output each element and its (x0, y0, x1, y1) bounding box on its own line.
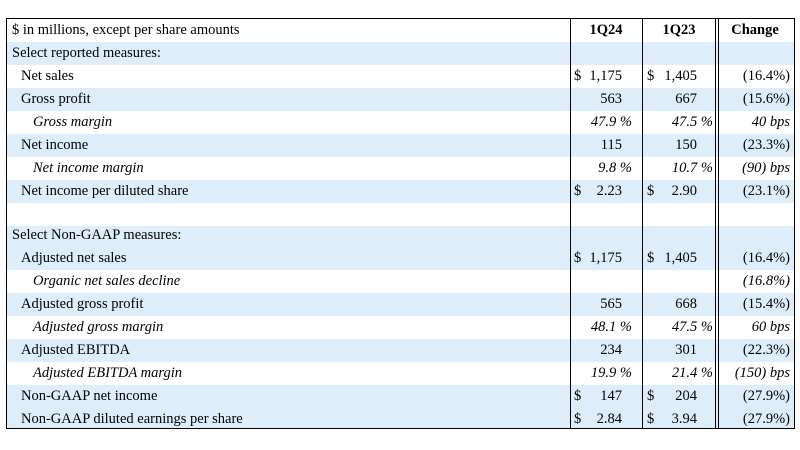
column-divider (718, 19, 719, 428)
table-row-gross-profit: Gross profit 563 667 (15.6%) (7, 88, 794, 111)
section-header-nongaap: Select Non-GAAP measures: (12, 227, 182, 243)
table-row-gross-margin: Gross margin 47.9 % 47.5 % 40 bps (33, 114, 790, 130)
table-row-net-income: Net income 115 150 (23.3%) (7, 134, 794, 157)
header-label: $ in millions, except per share amounts (12, 22, 240, 38)
table-row-adj-gross-profit: Adjusted gross profit 565 668 (15.4%) (7, 293, 794, 316)
table-row-adj-ebitda: Adjusted EBITDA 234 301 (22.3%) (7, 339, 794, 362)
table-row-organic: Organic net sales decline (16.8%) (33, 273, 790, 289)
spacer-row (7, 226, 794, 247)
header-col-change: Change (731, 22, 779, 38)
spacer-row (7, 203, 794, 226)
table-row-net-sales: Net sales $ 1,175 $ 1,405 (16.4%) (21, 68, 790, 84)
table-row-ng-net-income: Non-GAAP net income $ 147 $ 204 (27.9%) (7, 385, 794, 408)
table-row-net-income-margin: Net income margin 9.8 % 10.7 % (90) bps (33, 160, 790, 176)
table-header-row: $ in millions, except per share amounts … (7, 19, 794, 43)
header-col-1q23: 1Q23 (662, 22, 696, 38)
table-row-adj-net-sales: Adjusted net sales $ 1,175 $ 1,405 (16.4… (7, 247, 794, 270)
table-row-ng-eps: Non-GAAP diluted earnings per share $ 2.… (7, 408, 794, 428)
section-header-reported: Select reported measures: (7, 42, 794, 65)
header-col-1q24: 1Q24 (589, 22, 623, 38)
column-divider (642, 19, 643, 428)
column-divider (570, 19, 571, 428)
financial-summary-table: $ in millions, except per share amounts … (6, 18, 795, 429)
table-row-adj-gross-margin: Adjusted gross margin 48.1 % 47.5 % 60 b… (33, 319, 790, 335)
table-row-adj-ebitda-margin: Adjusted EBITDA margin 19.9 % 21.4 % (15… (33, 365, 790, 381)
column-divider (715, 19, 716, 428)
table-row-eps: Net income per diluted share $ 2.23 $ 2.… (7, 180, 794, 203)
